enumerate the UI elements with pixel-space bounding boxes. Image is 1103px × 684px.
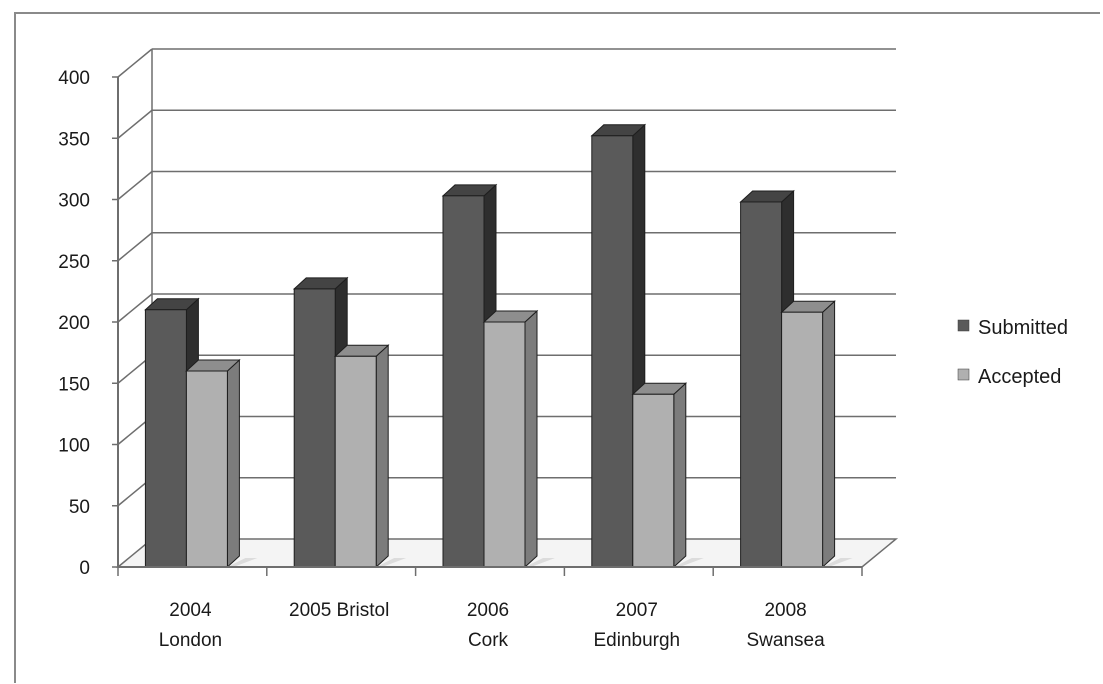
y-tick-label: 200 xyxy=(58,313,90,334)
y-tick-label: 0 xyxy=(79,558,90,579)
y-tick-labels: 0 50 100 150 200 250 300 350 400 xyxy=(58,68,90,579)
x-tick-label: 2007 Edinburgh xyxy=(593,600,680,651)
gridline-depth xyxy=(117,232,153,262)
gridline-depth xyxy=(117,170,153,201)
bar-front xyxy=(144,309,187,568)
bar-front xyxy=(334,355,377,568)
gridline-depth xyxy=(117,109,153,139)
x-tick-labels: 2004 London 2005 Bristol 2006 Cork 2007 Edinbu… xyxy=(159,600,825,651)
x-tick-label-line: 2006 xyxy=(467,600,509,621)
bar-front xyxy=(591,135,634,568)
legend-swatch xyxy=(957,368,970,381)
x-tick-label: 2008 Swansea xyxy=(747,600,826,651)
x-tick-label-line: 2008 xyxy=(764,600,806,621)
y-tick-label: 150 xyxy=(58,374,90,395)
x-tick-label-line: Swansea xyxy=(747,630,826,651)
bar-shadow xyxy=(822,558,853,567)
y-tick-label: 300 xyxy=(58,191,90,212)
legend-label: Accepted xyxy=(978,366,1061,388)
bar-accepted xyxy=(333,344,407,569)
bar-shadow xyxy=(227,558,258,567)
bar-front xyxy=(442,195,485,568)
bar-front xyxy=(632,393,675,568)
x-tick-label-line: Edinburgh xyxy=(593,630,680,651)
legend-label: Submitted xyxy=(978,317,1068,339)
x-tick-label-line: Cork xyxy=(468,630,509,651)
y-tick-label: 250 xyxy=(58,252,90,273)
bar-front xyxy=(740,201,783,568)
bar-side xyxy=(226,358,240,569)
bar-front xyxy=(293,288,336,568)
chart-frame xyxy=(14,12,1100,683)
bar-accepted xyxy=(780,300,853,569)
bar-front xyxy=(781,311,824,568)
bar-submitted xyxy=(441,183,514,569)
bar-submitted xyxy=(739,189,812,569)
bar-front xyxy=(185,370,228,568)
x-tick-label-line: London xyxy=(159,630,222,651)
bar-accepted xyxy=(631,382,704,569)
y-tick-label: 350 xyxy=(58,129,90,150)
bar-shadow xyxy=(673,558,704,567)
bar-side xyxy=(822,300,836,569)
legend-swatch xyxy=(957,319,970,332)
axes xyxy=(112,76,863,576)
bar-shadow xyxy=(525,558,555,567)
x-tick-label-line: 2004 xyxy=(169,600,212,621)
x-tick-label: 2006 Cork xyxy=(467,600,509,651)
x-tick-label-line: 2007 xyxy=(616,600,658,621)
bar-front xyxy=(483,321,526,568)
bar-shadow xyxy=(376,558,407,567)
gridline-depth xyxy=(117,48,153,78)
y-tick-label: 100 xyxy=(58,436,90,457)
y-tick-label: 50 xyxy=(69,497,90,518)
x-tick-label: 2005 Bristol xyxy=(289,600,389,621)
bar-accepted xyxy=(482,309,555,569)
bar-side xyxy=(673,382,687,569)
y-tick-label: 400 xyxy=(58,68,90,89)
legend: Submitted Accepted xyxy=(957,317,1068,388)
x-tick-label-line: 2005 Bristol xyxy=(289,600,389,621)
bar-side xyxy=(524,309,538,569)
gridline-depth xyxy=(117,293,153,323)
bar-accepted xyxy=(185,358,258,569)
bar-side xyxy=(375,344,389,569)
x-tick-label: 2004 London xyxy=(159,600,222,651)
bars xyxy=(144,123,853,569)
